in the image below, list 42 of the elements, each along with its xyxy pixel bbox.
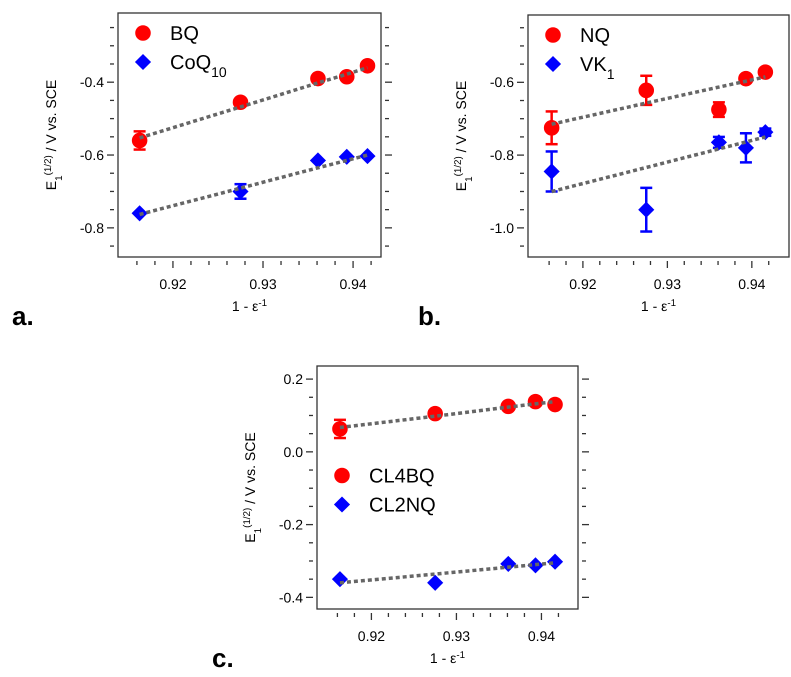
x-axis-title: 1 - ε$^{-1}$	[232, 298, 268, 314]
point	[757, 124, 774, 140]
y-tick-label: 0.0	[284, 444, 304, 460]
point	[310, 152, 326, 169]
x-tick-label: 0.94	[339, 276, 367, 292]
text: c.	[212, 643, 234, 673]
y-tick-label: -0.6	[490, 74, 514, 90]
point	[544, 163, 560, 180]
point	[758, 64, 774, 80]
y-tick-label: -0.4	[80, 74, 104, 90]
legend-label: CL2NQ	[369, 494, 436, 516]
x-tick-label: 0.93	[654, 276, 682, 292]
legend-label: NQ	[580, 25, 610, 47]
y-tick-label: -1.0	[490, 220, 514, 236]
point	[738, 140, 754, 156]
legend-label: BQ	[170, 23, 199, 45]
text: b.	[418, 301, 442, 331]
point	[638, 202, 654, 218]
text: a.	[12, 301, 34, 331]
y-tick-label: -0.6	[80, 146, 104, 163]
point	[547, 396, 563, 412]
x-tick-label: 0.92	[159, 276, 187, 292]
point	[544, 120, 560, 136]
y-tick-label: -0.8	[80, 220, 104, 236]
x-tick-label: 0.93	[249, 276, 277, 292]
y-tick-label: -0.8	[490, 147, 514, 164]
y-tick-label: 0.2	[284, 370, 304, 387]
x-axis-title: 1 - ε$^{-1}$	[430, 650, 466, 666]
legend-label: VK$_{1}$	[580, 54, 615, 82]
y-tick-label: -0.4	[278, 589, 304, 606]
point	[360, 58, 376, 74]
x-tick-label: 0.94	[738, 276, 766, 292]
x-tick-label: 0.92	[358, 628, 386, 644]
x-tick-label: 0.94	[528, 628, 556, 644]
legend-label: CL4BQ	[369, 466, 435, 488]
y-tick-label: -0.2	[278, 516, 304, 533]
point	[638, 82, 654, 98]
x-axis-title: 1 - ε$^{-1}$	[640, 298, 676, 314]
point	[427, 574, 444, 591]
legend-label: CoQ$_{10}$	[170, 52, 227, 80]
x-tick-label: 0.92	[569, 276, 597, 292]
x-tick-label: 0.93	[442, 628, 470, 644]
